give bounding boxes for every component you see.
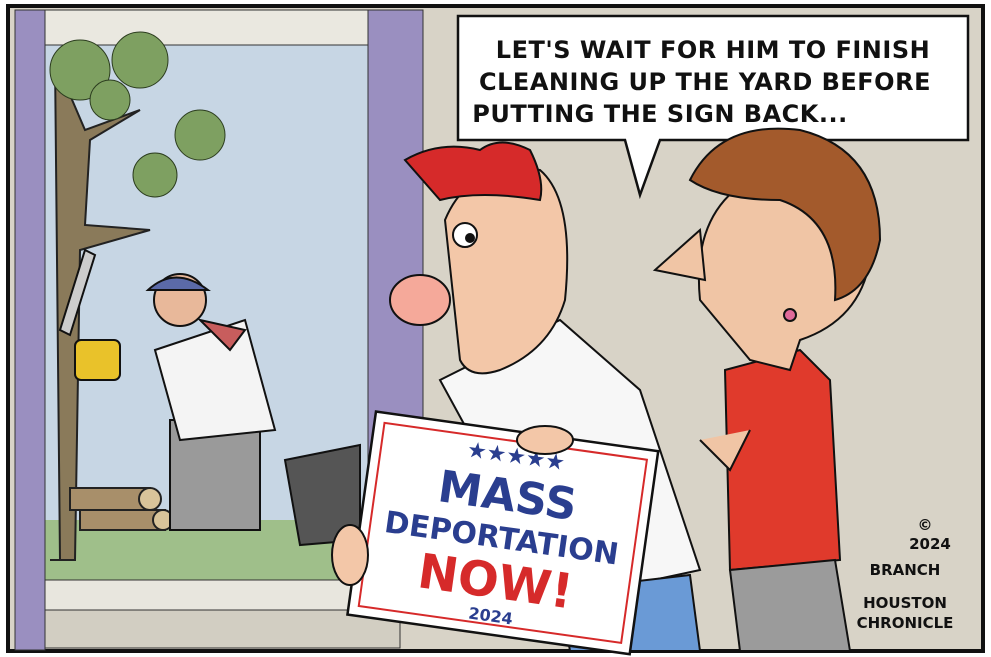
curtain-left: [15, 10, 45, 650]
cartoon: LET'S WAIT FOR HIM TO FINISH CLEANING UP…: [0, 0, 991, 657]
bubble-line: CLEANING UP THE YARD BEFORE: [479, 68, 931, 96]
page: LET'S WAIT FOR HIM TO FINISH CLEANING UP…: [0, 0, 991, 657]
logs: [70, 488, 173, 530]
bubble-line: LET'S WAIT FOR HIM TO FINISH: [496, 36, 930, 64]
sign: ★★★★★ MASS DEPORTATION NOW! 2024: [347, 412, 658, 655]
wall-under-sill: [30, 610, 400, 648]
signature-artist: BRANCH: [870, 561, 941, 579]
window-top: [45, 10, 370, 45]
signature-year: 2024: [909, 535, 951, 553]
signature-publisher: CHRONICLE: [857, 614, 954, 632]
signature-copyright: ©: [918, 516, 933, 534]
bubble-line: PUTTING THE SIGN BACK...: [472, 100, 847, 128]
signature-publisher: HOUSTON: [863, 594, 947, 612]
